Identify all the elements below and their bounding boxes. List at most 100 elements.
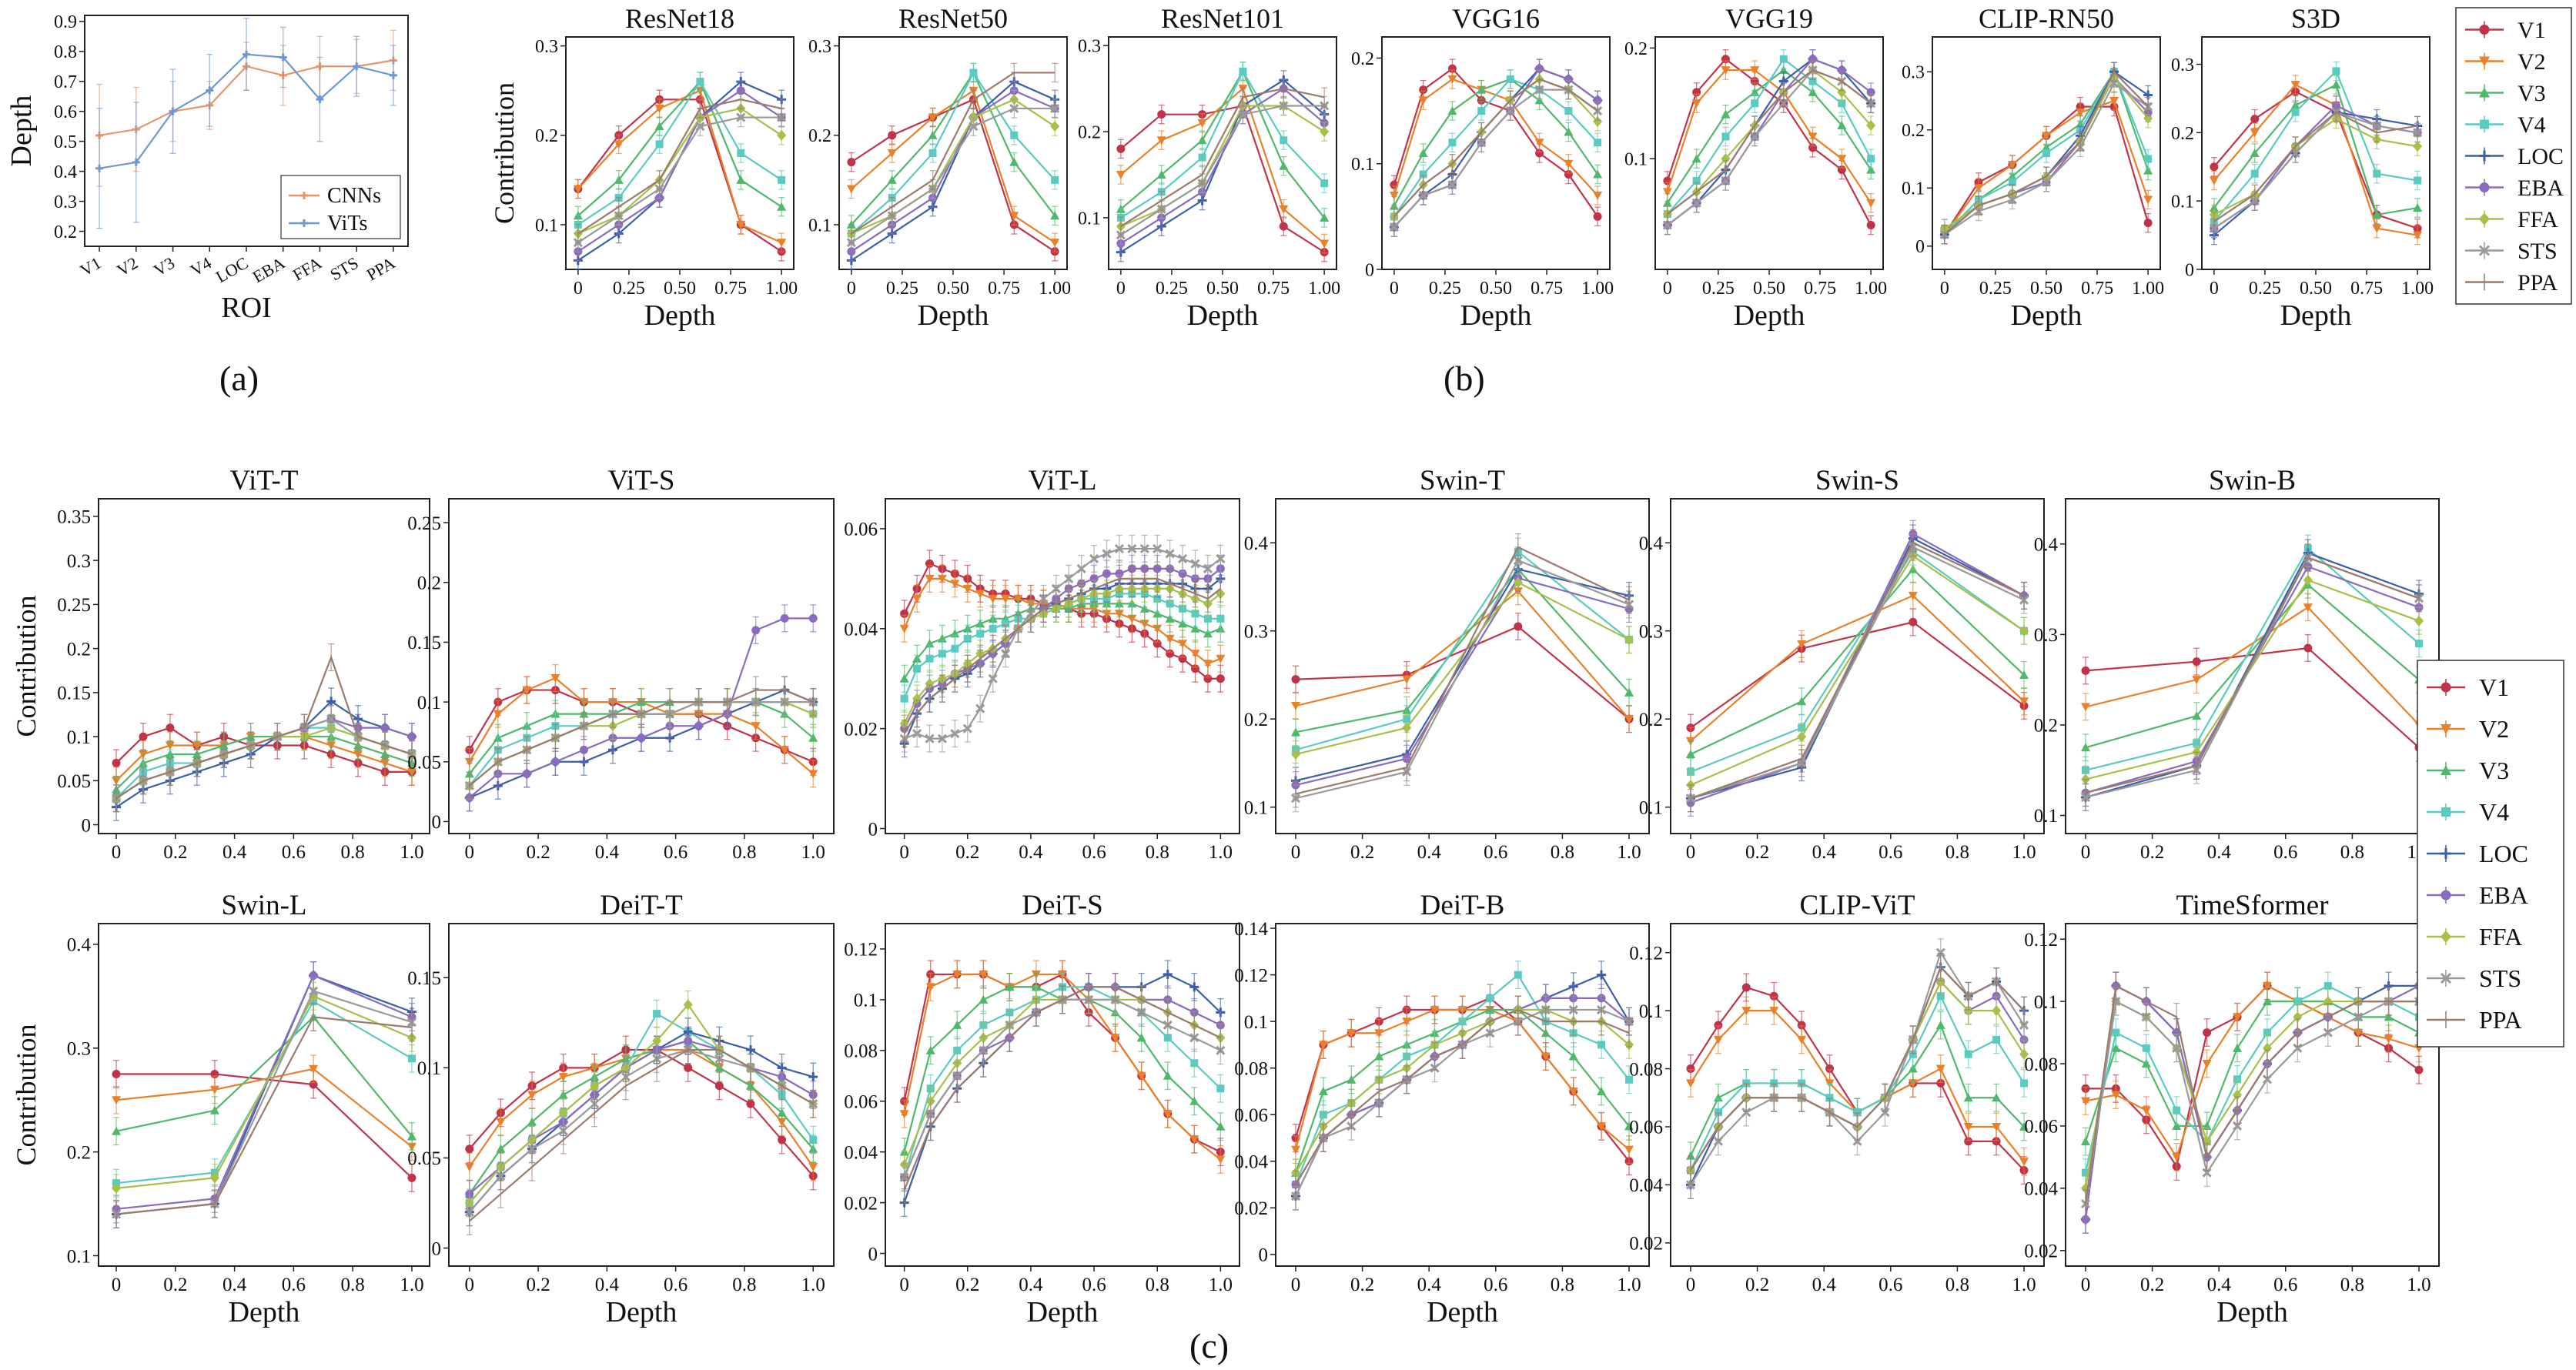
x-tick-label: 0 [1291, 842, 1301, 863]
series-line-v2 [1690, 594, 2025, 742]
data-point-v1 [1909, 617, 1918, 627]
x-tick-label: 1.00 [765, 279, 798, 299]
data-point-v3 [1593, 169, 1603, 179]
y-tick-label: 0.2 [2171, 124, 2194, 144]
data-point-sts [309, 986, 319, 996]
x-tick-label: 0 [1940, 279, 1949, 299]
series-line-eba [1295, 576, 1630, 787]
series-line-ppa [1393, 78, 1598, 218]
data-point-v1 [1514, 622, 1523, 631]
data-point-v4 [1280, 136, 1288, 145]
data-point-sts [1418, 190, 1428, 200]
series-line-ppa [115, 1016, 413, 1215]
axes-frame [1670, 498, 2045, 834]
series-line-ffa [577, 107, 782, 235]
x-axis-label: Depth [229, 1296, 300, 1328]
data-point-ffa [1721, 153, 1731, 165]
data-point-ffa [1837, 86, 1847, 98]
panel-title-swin-s: Swin-S [1815, 465, 1899, 496]
data-point-v3 [745, 1081, 755, 1090]
panel-title-s3d: S3D [2291, 3, 2340, 34]
y-tick-label: 0.3 [67, 1039, 91, 1060]
data-point-v3 [1156, 169, 1166, 179]
y-tick-label: 0.1 [1351, 155, 1374, 175]
x-axis-label: Depth [2011, 299, 2083, 332]
data-point-v4 [2415, 640, 2424, 648]
data-point-ffa [1290, 748, 1300, 760]
x-tick-label: EBA [249, 253, 289, 287]
y-tick-label: 0.3 [67, 551, 91, 572]
y-tick-label: 0.9 [54, 12, 77, 32]
data-point-v3 [928, 130, 938, 139]
data-point-v1 [1291, 675, 1300, 684]
data-point-v4 [407, 1054, 416, 1063]
data-point-sts [1178, 553, 1188, 563]
panel-c3: 0 0.02 0.04 0.06 0 0.2 0.4 0.6 0.8 1.0 ViT-L [844, 465, 1240, 863]
x-axis-label: Depth [2280, 299, 2352, 332]
data-point-v1 [2210, 162, 2219, 172]
series-line-v3 [2085, 583, 2420, 749]
series-line-v3 [1690, 567, 2025, 755]
y-tick-label: 0.2 [54, 222, 77, 242]
series-line-sts [851, 107, 1055, 244]
x-tick-label: 0 [465, 1275, 475, 1295]
data-point-v3 [899, 673, 909, 683]
series-line-sts [577, 116, 782, 244]
data-point-v2 [1908, 591, 1918, 600]
data-point-v1 [2303, 643, 2313, 653]
x-tick-label: 0 [1390, 279, 1399, 299]
data-point-sts [1750, 132, 1760, 142]
data-point-v1 [2081, 666, 2090, 675]
data-point-vits [279, 53, 287, 62]
y-tick-label: 0.2 [67, 1142, 91, 1163]
data-point-v3 [1009, 157, 1019, 166]
data-point-v2 [1837, 155, 1847, 164]
series-line-ppa [1295, 546, 1630, 795]
x-tick-label: 0.25 [613, 279, 645, 299]
y-tick-label: 0.3 [1078, 37, 1101, 57]
y-tick-label: 0.2 [1639, 710, 1663, 730]
series-ppa [2210, 102, 2421, 232]
x-tick-label: 0.25 [1429, 279, 1461, 299]
data-point-v2 [962, 584, 972, 593]
data-point-v2 [1418, 96, 1428, 105]
panel-b3: 0.1 0.2 0.3 0 0.25 0.50 0.75 1.00 ResNet101 Depth [1078, 3, 1340, 332]
data-point-v4 [976, 630, 985, 638]
data-point-ffa [2413, 141, 2423, 152]
data-point-sts [1009, 103, 1019, 113]
data-point-v2 [937, 574, 947, 583]
data-point-sts [1102, 549, 1112, 559]
series-line-v1 [1295, 625, 1630, 720]
data-point-v1 [778, 1135, 787, 1144]
data-point-v4 [1010, 131, 1019, 139]
data-point-v3 [1197, 135, 1207, 145]
data-point-v4 [2291, 108, 2300, 116]
x-tick-label: 0.25 [1156, 279, 1188, 299]
data-point-v1 [1116, 144, 1126, 153]
series-ppa [113, 643, 415, 813]
data-point-sts [1051, 583, 1061, 593]
data-point-v4 [2250, 169, 2259, 178]
data-point-v2 [1013, 594, 1023, 603]
y-tick-label: 0.3 [535, 37, 558, 57]
x-axis-label: Depth [1460, 299, 1532, 332]
data-point-v3 [1797, 697, 1807, 706]
series-v3 [112, 1002, 417, 1151]
series-line-v3 [1295, 567, 1630, 733]
panel-b7: 0 0.1 0.2 0.3 0 0.25 0.50 0.75 1.00 S3D Depth [2171, 3, 2434, 332]
x-tick-label: 0.8 [1551, 842, 1574, 863]
data-point-v3 [1624, 687, 1634, 697]
panel-c8: 0 0.05 0.1 0.15 0 0.2 0.4 0.6 0.8 1.0 DeiT-T Depth [407, 890, 835, 1328]
panel-title-vit-s: ViT-S [608, 465, 675, 496]
series-line-v3 [2213, 83, 2418, 216]
y-tick-label: 0.1 [417, 693, 441, 713]
y-tick-label: 0.7 [54, 72, 77, 92]
series-ffa [112, 981, 417, 1203]
data-point-sts [912, 729, 922, 739]
series-line-v1 [468, 1048, 815, 1177]
x-tick-label: 0.8 [1945, 842, 1969, 863]
x-tick-label: 0.8 [341, 842, 365, 863]
x-tick-label: LOC [212, 253, 252, 287]
data-point-v4 [1191, 610, 1199, 618]
data-point-v4 [809, 1136, 818, 1144]
